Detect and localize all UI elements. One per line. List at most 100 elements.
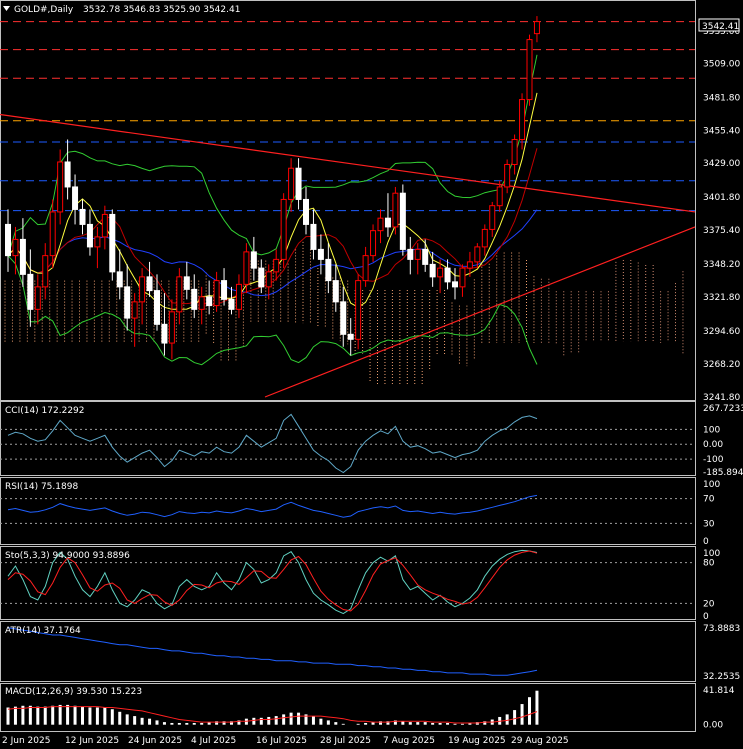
candle-body bbox=[392, 192, 399, 228]
candle-body bbox=[347, 333, 354, 340]
descending-trendline bbox=[0, 113, 696, 213]
candle bbox=[146, 261, 153, 297]
candle bbox=[444, 259, 451, 290]
y-tick-label: 3321.80 bbox=[703, 293, 740, 303]
candle bbox=[489, 201, 496, 237]
candle-body bbox=[109, 213, 116, 273]
candle bbox=[533, 16, 540, 43]
candle bbox=[310, 209, 317, 260]
candle-body bbox=[459, 267, 466, 288]
candle bbox=[481, 224, 488, 256]
candle bbox=[466, 251, 473, 277]
candle-body bbox=[265, 271, 272, 288]
candle-body bbox=[139, 276, 146, 303]
candle bbox=[131, 293, 138, 347]
moving-average-mid-line bbox=[7, 148, 538, 306]
chevron-down-icon[interactable] bbox=[3, 6, 10, 11]
candle-body bbox=[124, 286, 131, 319]
candle bbox=[437, 259, 444, 294]
indicator-layer: 267.72331000.00-100-185.8945100703001008… bbox=[0, 404, 743, 731]
candle-body bbox=[519, 99, 526, 141]
x-tick-label: 7 Aug 2025 bbox=[383, 736, 435, 746]
candle-body bbox=[504, 163, 511, 188]
y-tick-label: 267.7233 bbox=[703, 404, 743, 414]
candle bbox=[295, 158, 302, 210]
indicator-series-line bbox=[7, 706, 538, 724]
y-tick-label: 3241.80 bbox=[703, 393, 740, 403]
y-tick-label: 3535.00 bbox=[703, 27, 740, 37]
candle bbox=[5, 209, 11, 272]
candle bbox=[116, 249, 123, 300]
y-tick-label: 3375.40 bbox=[703, 226, 740, 236]
price-pane-frame bbox=[0, 0, 696, 401]
candle bbox=[496, 180, 503, 212]
last-price-tag: 3542.41 bbox=[698, 18, 740, 32]
pane-frames bbox=[0, 0, 696, 732]
candle-body bbox=[452, 281, 458, 288]
candle-body bbox=[94, 236, 101, 248]
candle bbox=[280, 193, 287, 269]
y-tick-label: 3268.20 bbox=[703, 360, 740, 370]
candle bbox=[176, 268, 183, 325]
candle bbox=[19, 218, 26, 287]
y-tick-label: 100 bbox=[703, 480, 720, 490]
candle-body bbox=[414, 248, 421, 260]
candle-body bbox=[310, 223, 317, 250]
candle-body bbox=[258, 267, 265, 288]
y-tick-label: 73.8883 bbox=[703, 624, 740, 634]
candle bbox=[12, 226, 19, 275]
candle bbox=[273, 249, 280, 281]
cci-pane-frame bbox=[0, 401, 696, 476]
candle bbox=[399, 184, 406, 256]
candle bbox=[57, 149, 64, 225]
y-tick-label: -100 bbox=[703, 455, 724, 465]
candle bbox=[511, 134, 518, 175]
candle-body bbox=[79, 208, 86, 225]
candle-body bbox=[221, 280, 228, 300]
indicator-pane-4: 73.8883 32.2535 bbox=[7, 624, 740, 682]
y-tick-label: 100 bbox=[703, 425, 720, 435]
indicator-series-line bbox=[7, 550, 538, 612]
candle-body bbox=[101, 213, 108, 238]
candle-body bbox=[437, 267, 444, 278]
candle bbox=[414, 243, 421, 275]
candle-body bbox=[64, 161, 71, 188]
candle bbox=[459, 264, 466, 297]
candle bbox=[370, 224, 377, 262]
candle-body bbox=[273, 258, 280, 273]
candle-body bbox=[176, 276, 183, 313]
indicator-pane-2: 100 70 30 0 bbox=[0, 480, 720, 547]
indicator-pane-1: 267.7233 100 0.00 -100 -185.8945 bbox=[0, 404, 743, 478]
candle-body bbox=[496, 186, 503, 207]
stoch-title: Sto(5,3,3) 94.9000 93.8896 bbox=[5, 551, 130, 561]
candle-body bbox=[235, 283, 242, 310]
candle bbox=[42, 243, 49, 300]
bollinger-upper-line bbox=[7, 54, 538, 256]
candle-body bbox=[384, 217, 391, 228]
y-tick-label: 80 bbox=[703, 559, 715, 569]
candle bbox=[325, 243, 332, 294]
ascending-trendline bbox=[264, 226, 696, 398]
y-tick-label: 3481.80 bbox=[703, 93, 740, 103]
candle-body bbox=[116, 271, 123, 288]
symbol-label: GOLD#,Daily bbox=[14, 5, 74, 15]
y-tick-label: 0.00 bbox=[703, 721, 723, 731]
candle bbox=[384, 193, 391, 237]
candle bbox=[228, 286, 235, 315]
y-tick-label: 3429.00 bbox=[703, 159, 740, 169]
candle-body bbox=[355, 280, 362, 340]
x-tick-label: 16 Jul 2025 bbox=[256, 736, 307, 746]
candle bbox=[377, 209, 384, 244]
candle-body bbox=[489, 205, 496, 230]
candle bbox=[191, 274, 198, 319]
candle bbox=[452, 268, 458, 300]
candle bbox=[407, 236, 414, 275]
y-tick-label: 3509.00 bbox=[703, 59, 740, 69]
stoch-pane-frame bbox=[0, 546, 696, 620]
candle-body bbox=[168, 311, 175, 344]
candle-body bbox=[511, 139, 518, 165]
candle bbox=[27, 249, 34, 327]
candle-body bbox=[72, 186, 79, 210]
candle-body bbox=[213, 280, 220, 307]
